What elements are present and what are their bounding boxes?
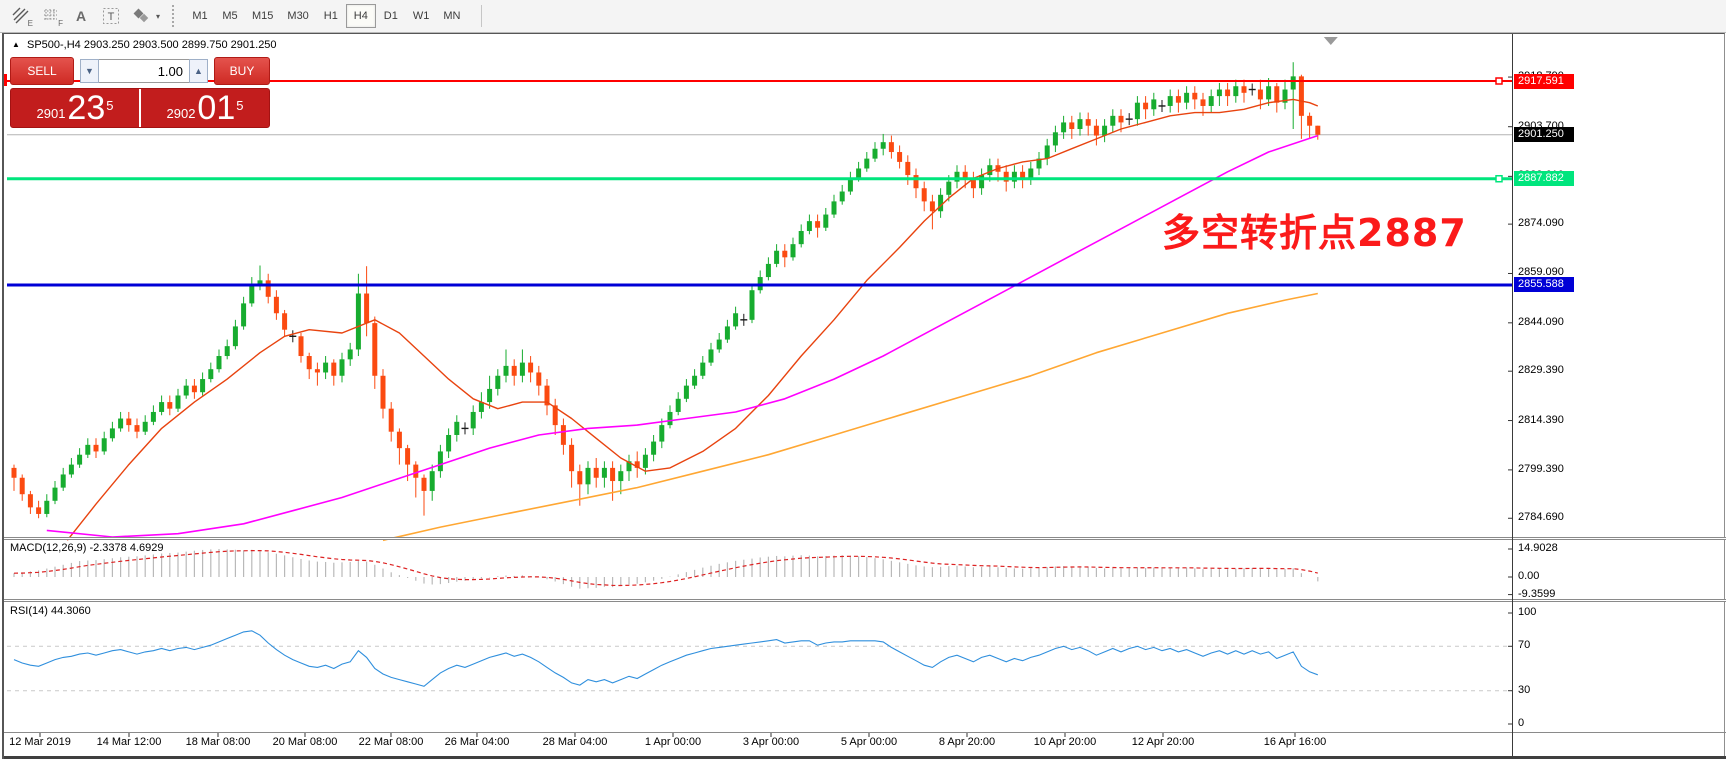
- time-label: 12 Mar 2019: [9, 736, 71, 748]
- time-label: 5 Apr 00:00: [840, 736, 898, 748]
- time-label: 12 Apr 20:00: [1131, 736, 1195, 748]
- panel-separator-timeaxis: [4, 732, 1726, 733]
- price-tick: 2844.090: [1518, 315, 1564, 328]
- chart-canvas: [7, 37, 1513, 737]
- candles-layer: [11, 62, 1321, 519]
- rsi-scale-tick: 100: [1518, 606, 1537, 618]
- time-label: 26 Mar 04:00: [444, 736, 510, 748]
- rsi-scale-tick: 0: [1518, 717, 1525, 729]
- red-line-left-anchor: [4, 74, 7, 86]
- macd-histogram: [13, 549, 1319, 589]
- timeframe-button-h4[interactable]: H4: [345, 4, 376, 28]
- text-letter-icon[interactable]: A: [75, 8, 87, 24]
- time-label: 10 Apr 20:00: [1033, 736, 1097, 748]
- timeframe-button-m1[interactable]: M1: [192, 10, 208, 22]
- one-click-trading-panel: SELL ▼ ▲ BUY 2901 23 5 2902 01 5: [10, 56, 270, 128]
- price-tick: 2814.390: [1518, 413, 1564, 426]
- timeframe-button-w1[interactable]: W1: [412, 10, 430, 22]
- toolbar: E F A T ▾ M1 M5 M15 M30 H1 H4 D1 W1 MN: [0, 0, 1726, 33]
- line-studies-icon[interactable]: E: [6, 3, 36, 29]
- macd-scale-tick: -9.3599: [1518, 587, 1556, 600]
- chart-shift-marker-icon: [1323, 37, 1338, 45]
- buy-price[interactable]: 2902 01 5: [166, 89, 244, 127]
- symbol-header: ▲ SP500-,H4 2903.250 2903.500 2899.750 2…: [12, 39, 277, 51]
- timeframe-buttons: M1 M5 M15 M30 H1 H4 D1 W1 MN: [185, 4, 467, 28]
- window-bottom-edge: [4, 756, 1726, 759]
- timeframe-button-m15[interactable]: M15: [252, 10, 274, 22]
- timeframe-button-mn[interactable]: MN: [443, 10, 461, 22]
- price-tick: 2829.390: [1518, 364, 1564, 377]
- volume-stepper: ▼ ▲: [80, 59, 208, 83]
- sell-price[interactable]: 2901 23 5: [36, 89, 114, 127]
- price-label-2887.882: 2887.882: [1514, 171, 1574, 187]
- ma-line-slow: [382, 292, 1318, 542]
- volume-input[interactable]: [99, 59, 189, 83]
- time-label: 14 Mar 12:00: [96, 736, 162, 748]
- macd-label: MACD(12,26,9) -2.3378 4.6929: [10, 542, 164, 554]
- chart-window: ▲ SP500-,H4 2903.250 2903.500 2899.750 2…: [2, 33, 1726, 759]
- macd-signal-line: [13, 550, 1318, 587]
- sell-button[interactable]: SELL: [10, 57, 74, 85]
- symbol-triangle-icon: ▲: [12, 40, 20, 49]
- text-box-icon[interactable]: T: [96, 3, 126, 29]
- time-label: 22 Mar 08:00: [358, 736, 424, 748]
- panel-separator-macd[interactable]: [4, 537, 1726, 540]
- timeframe-button-d1[interactable]: D1: [383, 10, 398, 22]
- time-label: 28 Mar 04:00: [542, 736, 608, 748]
- volume-increase-button[interactable]: ▲: [189, 59, 208, 83]
- rsi-scale-tick: 30: [1518, 683, 1531, 696]
- shapes-dropdown-icon[interactable]: ▾: [126, 3, 166, 29]
- volume-decrease-button[interactable]: ▼: [80, 59, 99, 83]
- time-label: 20 Mar 08:00: [272, 736, 338, 748]
- price-tick: 2799.390: [1518, 462, 1564, 475]
- trade-panel-prices: 2901 23 5 2902 01 5: [10, 88, 270, 128]
- panel-separator-rsi[interactable]: [4, 599, 1726, 602]
- price-tick: 2859.090: [1518, 266, 1564, 279]
- rsi-line: [13, 630, 1318, 687]
- rsi-levels: [7, 645, 1512, 692]
- macd-scale-tick: 0.00: [1518, 570, 1540, 582]
- grid-icon[interactable]: F: [36, 3, 66, 29]
- time-label: 3 Apr 00:00: [742, 736, 800, 748]
- time-label: 1 Apr 00:00: [644, 736, 702, 748]
- ma-line-fast: [66, 98, 1319, 541]
- rsi-scale-tick: 70: [1518, 639, 1531, 652]
- timeframe-button-m30[interactable]: M30: [287, 10, 309, 22]
- trade-panel-controls: SELL ▼ ▲ BUY: [10, 56, 270, 86]
- price-label-2917.591: 2917.591: [1514, 73, 1574, 89]
- toolbar-grip[interactable]: [172, 5, 179, 27]
- rsi-label: RSI(14) 44.3060: [10, 605, 91, 617]
- price-label-2901.250: 2901.250: [1514, 127, 1574, 143]
- symbol-name: SP500-,H4: [26, 39, 81, 51]
- ma-line-mid: [46, 134, 1319, 538]
- timeframe-button-m5[interactable]: M5: [222, 10, 238, 22]
- macd-scale-tick: 14.9028: [1518, 541, 1558, 554]
- annotation-text: 多空转折点2887: [1162, 211, 1467, 255]
- time-label: 8 Apr 20:00: [938, 736, 996, 748]
- price-tick: 2784.690: [1518, 511, 1564, 524]
- timeframe-button-h1[interactable]: H1: [323, 10, 338, 22]
- toolbar-separator: [481, 5, 483, 27]
- time-label: 18 Mar 08:00: [185, 736, 251, 748]
- price-label-2855.588: 2855.588: [1514, 277, 1574, 293]
- buy-button[interactable]: BUY: [214, 57, 270, 85]
- time-label: 16 Apr 16:00: [1263, 736, 1327, 748]
- price-tick: 2874.090: [1518, 217, 1564, 230]
- price-axis-border: [1512, 34, 1513, 756]
- svg-text:T: T: [108, 11, 115, 23]
- symbol-ohlc: 2903.250 2903.500 2899.750 2901.250: [83, 39, 277, 51]
